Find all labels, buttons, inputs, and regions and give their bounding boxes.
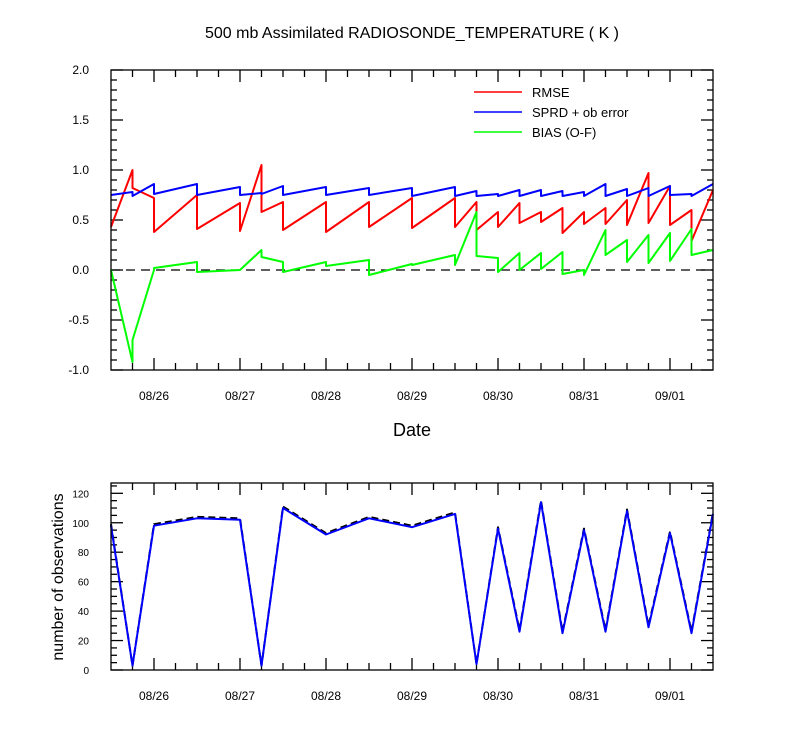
x-tick-label: 08/28 [311,689,341,703]
legend-label: SPRD + ob error [532,105,629,120]
y-tick-label: -0.5 [68,313,89,327]
legend-label: BIAS (O-F) [532,125,596,140]
x-tick-label: 08/31 [569,389,599,403]
bottom-panel-series [110,499,714,667]
x-tick-label: 08/29 [397,689,427,703]
y-tick-label: 20 [78,637,90,648]
legend: RMSE SPRD + ob error BIAS (O-F) [474,85,629,140]
y-tick-label: 0.5 [72,213,89,227]
y-tick-label: 0 [83,666,89,677]
top-panel: 08/26 08/27 08/28 08/29 08/30 08/31 09/01 -1.0 -… [68,63,714,440]
x-tick-label: 08/31 [569,689,599,703]
x-tick-label: 08/27 [225,689,255,703]
y-tick-label: 60 [78,578,90,589]
series-line-sprd-ob-error [110,183,714,197]
y-tick-label: 0.0 [72,263,89,277]
series-line-bias-o-f [110,211,714,363]
x-tick-label: 09/01 [655,389,685,403]
x-tick-label: 08/26 [139,389,169,403]
bottom-plot-frame [110,482,714,671]
x-tick-label: 09/01 [655,689,685,703]
x-tick-label: 08/30 [483,689,513,703]
y-tick-label: 1.0 [72,163,89,177]
y-tick-label: 100 [72,519,89,530]
y-tick-label: 40 [78,607,90,618]
y-tick-label: 80 [78,548,90,559]
y-axis-title-observations: number of observations [50,493,67,660]
legend-label: RMSE [532,85,570,100]
top-panel-series [110,164,714,363]
bottom-panel: 08/26 08/27 08/28 08/29 08/30 08/31 09/01 0 20 40… [50,482,714,703]
y-tick-label: 120 [72,489,89,500]
y-tick-label: -1.0 [68,363,89,377]
series-line-rmse [110,164,714,242]
x-axis-title: Date [393,420,431,440]
x-tick-label: 08/29 [397,389,427,403]
series-line-assimilated-observations [110,501,714,667]
x-tick-label: 08/27 [225,389,255,403]
chart-title: 500 mb Assimilated RADIOSONDE_TEMPERATUR… [205,25,619,42]
series-line-possible-observations [110,499,714,667]
x-tick-label: 08/28 [311,389,341,403]
x-tick-label: 08/26 [139,689,169,703]
y-tick-label: 1.5 [72,113,89,127]
top-plot-frame [110,69,714,371]
top-panel-ticks: 08/26 08/27 08/28 08/29 08/30 08/31 09/01 -1.0 -… [68,63,713,403]
x-tick-label: 08/30 [483,389,513,403]
y-tick-label: 2.0 [72,63,89,77]
